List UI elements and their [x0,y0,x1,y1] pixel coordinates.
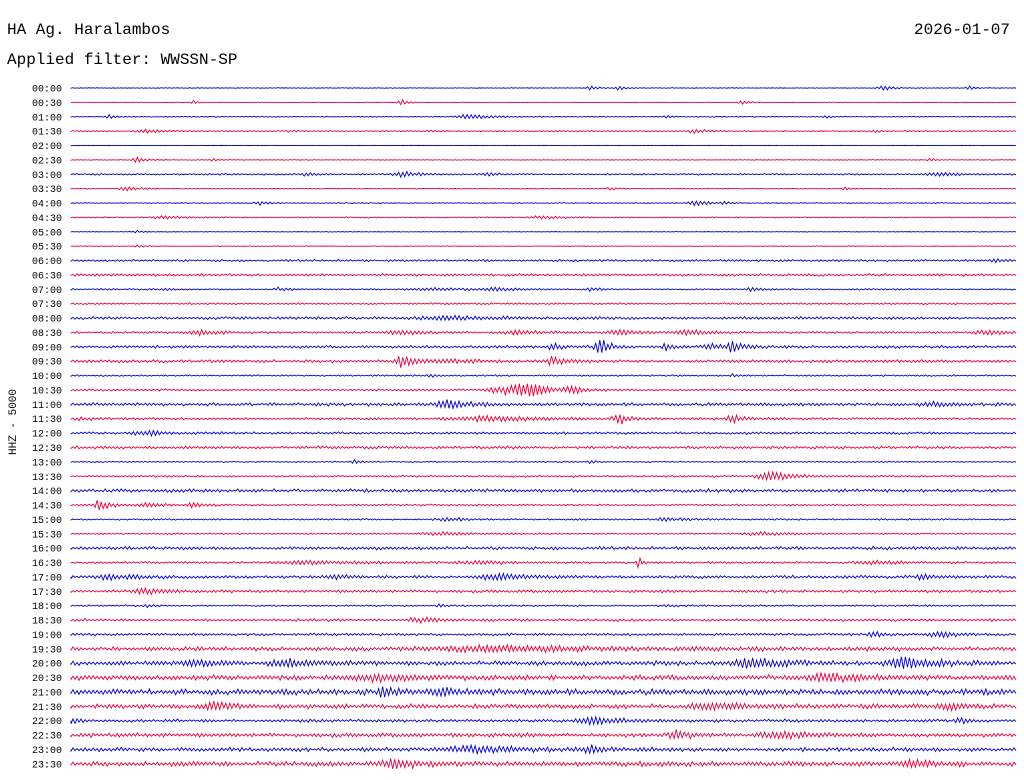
trace-line [70,314,1017,322]
filter-label: Applied filter: WWSSN-SP [7,51,238,69]
station-title: HA Ag. Haralambos [7,21,171,39]
time-label: 10:00 [32,372,62,383]
trace-line [70,429,1017,438]
time-label: 02:00 [32,142,62,153]
trace-line [70,530,1017,537]
time-label: 17:30 [32,588,62,599]
trace-line [70,470,1017,482]
trace-line [70,603,1017,609]
trace-line [70,500,1017,511]
trace-line [70,700,1017,713]
time-label: 08:00 [32,315,62,326]
time-label: 15:30 [32,530,62,541]
time-label: 08:30 [32,329,62,340]
trace-line [70,571,1017,582]
trace-line [70,715,1017,727]
time-label: 13:30 [32,473,62,484]
trace-line [70,545,1017,551]
trace-line [70,170,1017,179]
time-label: 14:00 [32,487,62,498]
time-label: 11:30 [32,415,62,426]
time-label: 02:30 [32,156,62,167]
trace-line [70,671,1017,685]
trace-line [70,85,1017,92]
time-label: 20:00 [32,660,62,671]
trace-line [70,156,1017,164]
time-label: 22:00 [32,717,62,728]
time-label: 05:30 [32,243,62,254]
trace-line [70,186,1017,192]
time-label: 03:30 [32,185,62,196]
time-label: 01:00 [32,113,62,124]
trace-line [70,630,1017,639]
time-label: 04:30 [32,214,62,225]
trace-line [70,383,1017,397]
time-label: 11:00 [32,401,62,412]
date-label: 2026-01-07 [913,21,1010,39]
time-label: 21:30 [32,703,62,714]
trace-line [70,556,1017,570]
trace-line [70,257,1017,264]
trace-line [70,200,1017,207]
time-label: 13:00 [32,458,62,469]
time-label: 06:00 [32,257,62,268]
trace-line [70,355,1017,368]
time-label: 21:00 [32,688,62,699]
time-label: 12:30 [32,444,62,455]
time-label: 18:00 [32,602,62,613]
time-label: 00:30 [32,99,62,110]
trace-line [70,272,1017,277]
time-label: 00:00 [32,85,62,96]
trace-line [70,328,1017,337]
time-label: 05:00 [32,228,62,239]
trace-line [70,729,1017,741]
time-label: 18:30 [32,617,62,628]
trace-line [70,244,1017,248]
time-label: 16:30 [32,559,62,570]
trace-line [70,372,1017,379]
trace-line [70,113,1017,120]
trace-line [70,458,1017,465]
trace-line [70,757,1017,770]
trace-line [70,656,1017,669]
trace-line [70,399,1017,411]
time-label: 23:30 [32,760,62,771]
time-label: 04:00 [32,200,62,211]
time-label: 20:30 [32,674,62,685]
trace-line [70,98,1017,106]
time-label: 23:00 [32,746,62,757]
time-label: 06:30 [32,271,62,282]
time-label: 17:00 [32,573,62,584]
trace-line [70,487,1017,494]
time-label: 16:00 [32,545,62,556]
time-label: 14:30 [32,502,62,513]
time-label: 09:30 [32,358,62,369]
trace-line [70,286,1017,293]
time-label: 10:30 [32,386,62,397]
trace-line [70,229,1017,234]
trace-line [70,616,1017,625]
trace-line [70,516,1017,523]
trace-line [70,586,1017,596]
time-label: 19:00 [32,631,62,642]
trace-line [70,339,1017,353]
time-label: 09:00 [32,343,62,354]
time-label: 03:00 [32,171,62,182]
time-label: 01:30 [32,128,62,139]
time-label: 15:00 [32,516,62,527]
time-label: 07:00 [32,286,62,297]
trace-line [70,445,1017,450]
trace-line [70,214,1017,220]
trace-line [70,413,1017,425]
time-label: 07:30 [32,300,62,311]
time-label: 12:00 [32,430,62,441]
trace-line [70,643,1017,655]
trace-line [70,302,1017,306]
time-label: 19:30 [32,645,62,656]
trace-line [70,743,1017,756]
trace-line [70,685,1017,698]
trace-line [70,128,1017,135]
time-label: 22:30 [32,732,62,743]
